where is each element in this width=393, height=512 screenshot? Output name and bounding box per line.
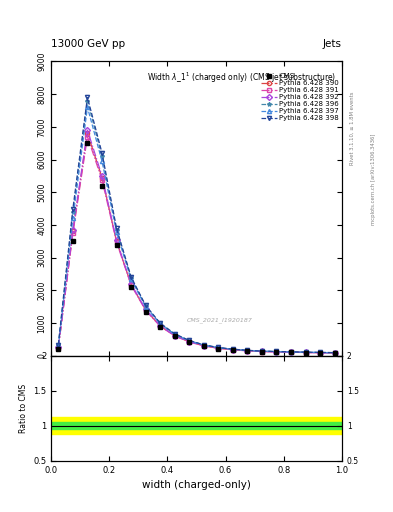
Legend: CMS, Pythia 6.428 390, Pythia 6.428 391, Pythia 6.428 392, Pythia 6.428 396, Pyt: CMS, Pythia 6.428 390, Pythia 6.428 391,… (260, 72, 340, 123)
Y-axis label: Ratio to CMS: Ratio to CMS (18, 383, 28, 433)
Text: Width $\lambda\_1^1$ (charged only) (CMS jet substructure): Width $\lambda\_1^1$ (charged only) (CMS… (147, 70, 336, 84)
Text: CMS_2021_I1920187: CMS_2021_I1920187 (187, 317, 253, 323)
Bar (51, 417, 342, 434)
X-axis label: width (charged-only): width (charged-only) (142, 480, 251, 490)
Text: Jets: Jets (323, 38, 342, 49)
Text: Rivet 3.1.10, ≥ 1.8M events: Rivet 3.1.10, ≥ 1.8M events (350, 91, 355, 165)
Text: 13000 GeV pp: 13000 GeV pp (51, 38, 125, 49)
Text: mcplots.cern.ch [arXiv:1306.3436]: mcplots.cern.ch [arXiv:1306.3436] (371, 134, 376, 225)
Bar (51, 422, 342, 429)
